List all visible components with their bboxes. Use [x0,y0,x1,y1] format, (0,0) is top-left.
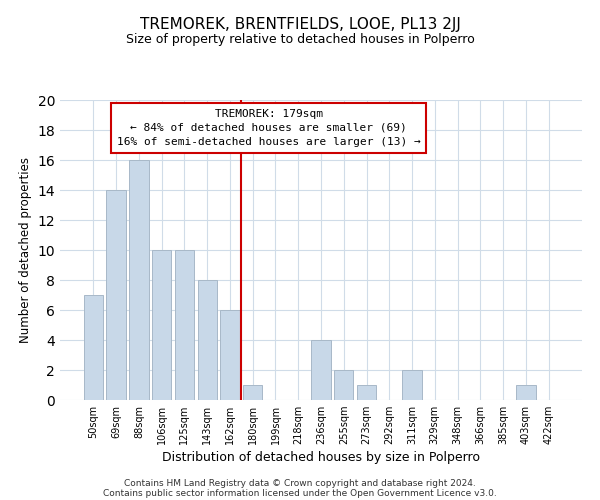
Bar [220,310,239,400]
Bar [516,385,536,400]
Text: Contains HM Land Registry data © Crown copyright and database right 2024.: Contains HM Land Registry data © Crown c… [124,478,476,488]
Text: TREMOREK: 179sqm
← 84% of detached houses are smaller (69)
16% of semi-detached : TREMOREK: 179sqm ← 84% of detached house… [117,109,421,147]
Text: Contains public sector information licensed under the Open Government Licence v3: Contains public sector information licen… [103,488,497,498]
Bar [403,370,422,400]
Y-axis label: Number of detached properties: Number of detached properties [19,157,32,343]
Bar [129,160,149,400]
Text: TREMOREK, BRENTFIELDS, LOOE, PL13 2JJ: TREMOREK, BRENTFIELDS, LOOE, PL13 2JJ [140,18,460,32]
Bar [197,280,217,400]
Bar [243,385,262,400]
Bar [106,190,126,400]
X-axis label: Distribution of detached houses by size in Polperro: Distribution of detached houses by size … [162,452,480,464]
Bar [84,295,103,400]
Text: Size of property relative to detached houses in Polperro: Size of property relative to detached ho… [125,32,475,46]
Bar [175,250,194,400]
Bar [334,370,353,400]
Bar [311,340,331,400]
Bar [152,250,172,400]
Bar [357,385,376,400]
